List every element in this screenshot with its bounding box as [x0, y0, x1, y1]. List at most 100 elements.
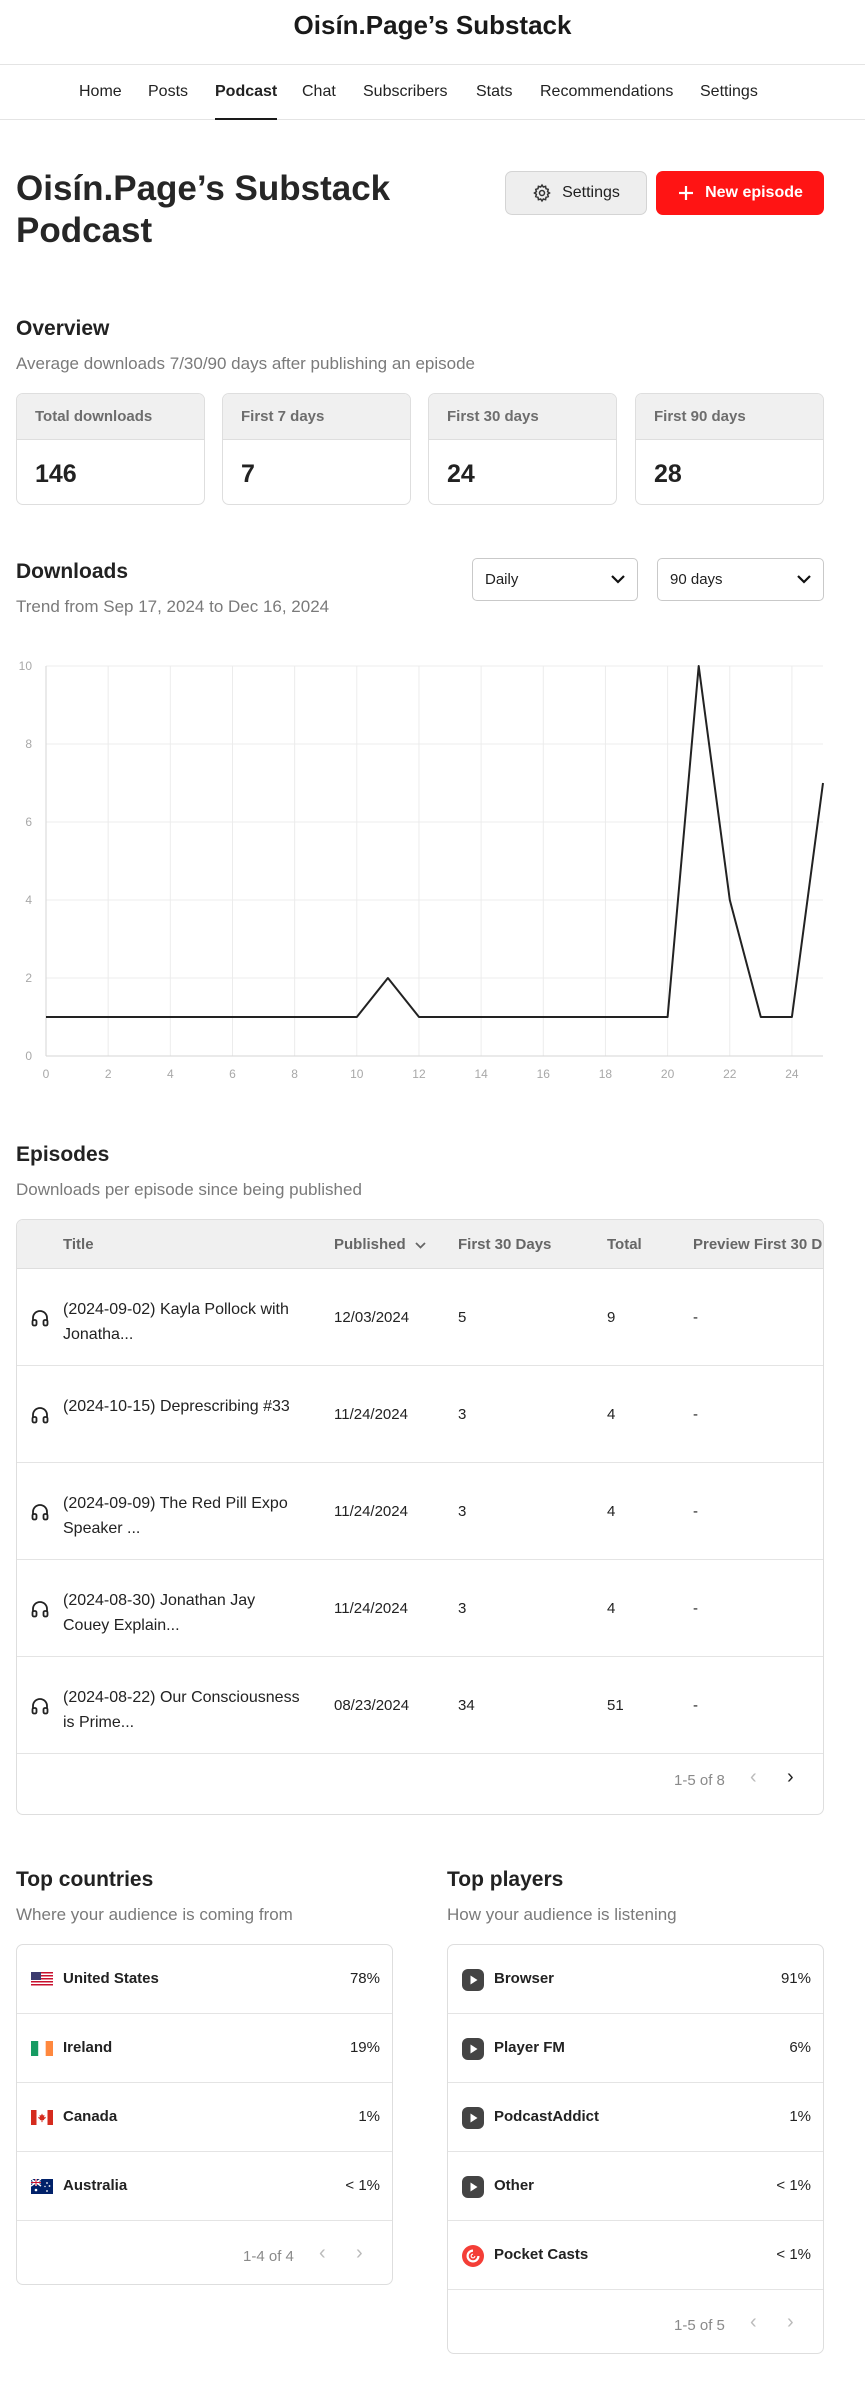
settings-button[interactable]: Settings: [505, 171, 647, 215]
play-icon: [462, 2107, 484, 2129]
stat-card-total: Total downloads 146: [16, 393, 205, 505]
headphones-icon: [31, 1504, 49, 1521]
table-row[interactable]: (2024-09-09) The Red Pill Expo Speaker .…: [17, 1463, 823, 1560]
table-header: Title Published First 30 Days Total Prev…: [17, 1220, 823, 1269]
countries-subtitle: Where your audience is coming from: [16, 1905, 293, 1924]
list-item: Player FM 6%: [448, 2014, 823, 2083]
player-name: Browser: [494, 1970, 555, 1987]
episode-first-30: 5: [458, 1309, 467, 1326]
next-page-button[interactable]: ›: [356, 2242, 363, 2264]
pocket-casts-icon: [462, 2245, 484, 2267]
interval-select[interactable]: Daily: [472, 558, 638, 601]
top-bar: Oisín.Page’s Substack: [0, 0, 865, 65]
player-value: < 1%: [776, 2177, 811, 2194]
column-published[interactable]: Published: [334, 1236, 426, 1253]
stat-card-7-days: First 7 days 7: [222, 393, 411, 505]
x-tick-label: 24: [785, 1067, 799, 1081]
ireland-flag-icon: [31, 2041, 53, 2056]
nav-chat[interactable]: Chat: [302, 83, 336, 100]
countries-title: Top countries: [16, 1868, 154, 1891]
stat-label: First 7 days: [223, 394, 410, 440]
players-subtitle: How your audience is listening: [447, 1905, 677, 1924]
episodes-pager-text: 1-5 of 8: [674, 1772, 725, 1789]
episodes-table: Title Published First 30 Days Total Prev…: [16, 1219, 824, 1815]
y-tick-label: 4: [25, 893, 32, 907]
table-row[interactable]: (2024-08-30) Jonathan Jay Couey Explain.…: [17, 1560, 823, 1657]
nav-podcast[interactable]: Podcast: [215, 83, 278, 120]
site-title[interactable]: Oisín.Page’s Substack: [293, 10, 572, 40]
chevron-down-icon: [611, 575, 625, 584]
downloads-series-line: [46, 665, 824, 1018]
range-select-value: 90 days: [670, 571, 723, 588]
play-icon: [462, 1969, 484, 1991]
stat-label: First 90 days: [636, 394, 823, 440]
us-flag-icon: [31, 1972, 53, 1987]
episode-preview: -: [693, 1503, 698, 1520]
x-tick-label: 14: [474, 1067, 488, 1081]
country-value: < 1%: [345, 2177, 380, 2194]
next-page-button[interactable]: ›: [787, 1766, 794, 1788]
plus-icon: [679, 186, 694, 200]
y-tick-label: 6: [25, 815, 32, 829]
stat-value: 146: [35, 460, 77, 488]
nav-posts[interactable]: Posts: [148, 83, 189, 100]
episode-title: (2024-10-15) Deprescribing #33: [63, 1398, 290, 1415]
prev-page-button[interactable]: ‹: [750, 2311, 757, 2333]
list-item: Ireland 19%: [17, 2014, 392, 2083]
new-episode-button-label: New episode: [705, 184, 803, 201]
x-tick-label: 16: [537, 1067, 551, 1081]
player-value: < 1%: [776, 2246, 811, 2263]
table-row[interactable]: (2024-10-15) Deprescribing #33 11/24/202…: [17, 1366, 823, 1463]
downloads-subtitle: Trend from Sep 17, 2024 to Dec 16, 2024: [16, 597, 330, 616]
episode-preview: -: [693, 1406, 698, 1423]
nav-stats[interactable]: Stats: [476, 83, 513, 100]
list-item: Pocket Casts < 1%: [448, 2221, 823, 2290]
downloads-title: Downloads: [16, 560, 129, 583]
episode-published: 12/03/2024: [334, 1309, 410, 1326]
player-name: PodcastAddict: [494, 2108, 600, 2125]
table-row[interactable]: (2024-09-02) Kayla Pollock with Jonatha.…: [17, 1269, 823, 1366]
column-published-label: Published: [334, 1236, 406, 1253]
episode-total: 51: [607, 1697, 624, 1714]
stat-value: 7: [241, 460, 255, 488]
overview-subtitle: Average downloads 7/30/90 days after pub…: [16, 354, 476, 373]
column-preview-first-30[interactable]: Preview First 30 D: [693, 1236, 823, 1253]
episode-total: 9: [607, 1309, 616, 1326]
prev-page-button[interactable]: ‹: [750, 1766, 757, 1788]
nav-recommendations[interactable]: Recommendations: [540, 83, 674, 100]
list-item: United States 78%: [17, 1945, 392, 2014]
chevron-down-icon: [797, 575, 811, 584]
overview-title: Overview: [16, 317, 110, 340]
range-select[interactable]: 90 days: [657, 558, 824, 601]
player-name: Other: [494, 2177, 535, 2194]
stat-label: Total downloads: [17, 394, 204, 440]
prev-page-button[interactable]: ‹: [319, 2242, 326, 2264]
play-icon: [462, 2038, 484, 2060]
episode-first-30: 3: [458, 1406, 467, 1423]
episode-preview: -: [693, 1600, 698, 1617]
column-total[interactable]: Total: [607, 1236, 642, 1253]
episode-title: (2024-08-30) Jonathan Jay Couey Explain.…: [63, 1592, 256, 1634]
episode-title: (2024-09-09) The Red Pill Expo Speaker .…: [63, 1495, 288, 1537]
nav-settings[interactable]: Settings: [700, 83, 758, 100]
next-page-button[interactable]: ›: [787, 2311, 794, 2333]
players-pager-text: 1-5 of 5: [674, 2317, 725, 2334]
country-name: Canada: [63, 2108, 118, 2125]
y-tick-label: 2: [25, 971, 32, 985]
episode-published: 11/24/2024: [334, 1406, 408, 1423]
new-episode-button[interactable]: New episode: [656, 171, 824, 215]
x-tick-label: 8: [291, 1067, 298, 1081]
list-item: Other < 1%: [448, 2152, 823, 2221]
x-tick-label: 12: [412, 1067, 426, 1081]
episodes-title: Episodes: [16, 1143, 110, 1166]
headphones-icon: [31, 1601, 49, 1618]
table-row[interactable]: (2024-08-22) Our Consciousness is Prime.…: [17, 1657, 823, 1754]
nav-subscribers[interactable]: Subscribers: [363, 83, 448, 100]
column-first-30-days[interactable]: First 30 Days: [458, 1236, 552, 1253]
nav-home[interactable]: Home: [79, 83, 122, 100]
stat-label: First 30 days: [429, 394, 616, 440]
x-tick-label: 10: [350, 1067, 364, 1081]
stat-value: 24: [447, 460, 475, 488]
column-title[interactable]: Title: [63, 1236, 94, 1253]
country-value: 1%: [358, 2108, 380, 2125]
